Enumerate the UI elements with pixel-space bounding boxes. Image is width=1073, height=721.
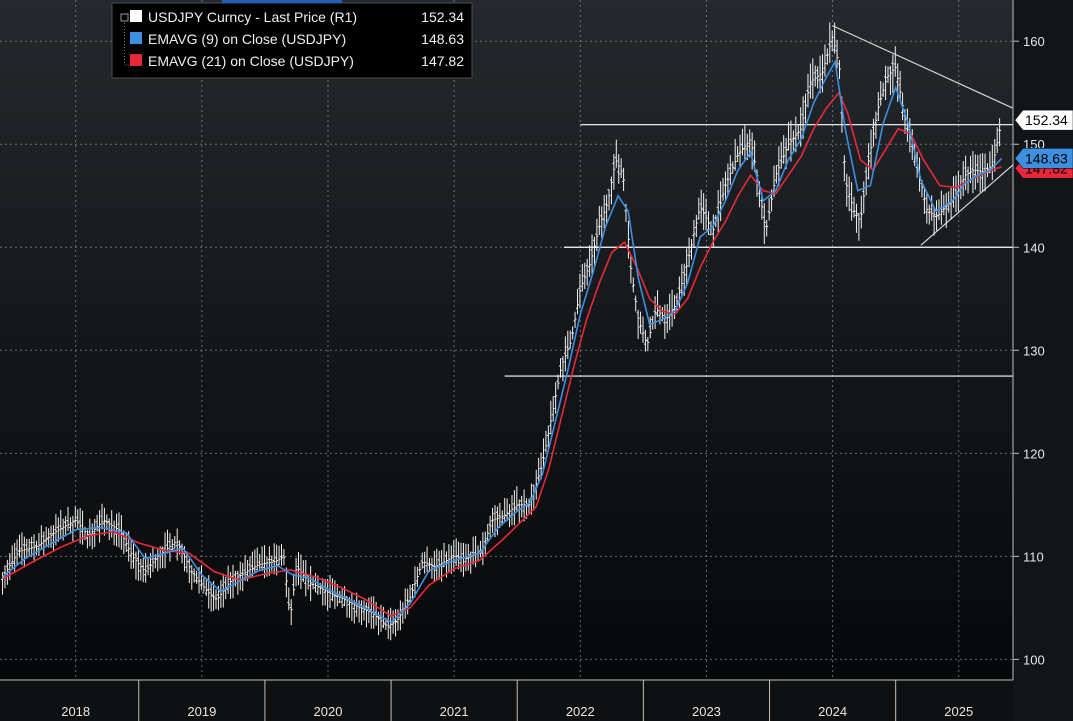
legend-label: EMAVG (9) on Close (USDJPY)	[148, 31, 346, 47]
x-tick-label: 2019	[187, 704, 216, 719]
legend-swatch	[130, 10, 142, 22]
legend-box	[111, 2, 473, 79]
price-bars	[1, 22, 1002, 641]
last-value-box	[1014, 148, 1073, 169]
level-lines-layer	[504, 25, 1014, 377]
x-tick-label: 2021	[440, 704, 469, 719]
legend-tree-connector	[124, 23, 130, 66]
x-tick-label: 2024	[818, 704, 847, 719]
ema21-line	[2, 91, 1002, 618]
legend-collapse-icon[interactable]	[120, 13, 129, 22]
legend-value: 148.63	[421, 31, 464, 47]
last-value-box	[1014, 109, 1073, 131]
legend-swatch	[130, 32, 142, 44]
trend-line	[832, 25, 1014, 109]
last-value-label: 152.34	[1025, 112, 1068, 128]
y-tick-label: 130	[1023, 343, 1045, 358]
series-layer	[1, 22, 1003, 641]
y-axis-panel	[1013, 0, 1073, 721]
legend-label: EMAVG (21) on Close (USDJPY)	[148, 53, 354, 69]
x-tick-label: 2025	[944, 704, 973, 719]
grid-layer	[0, 0, 1013, 680]
x-tick-label: 2022	[566, 704, 595, 719]
legend-label: USDJPY Curncy - Last Price (R1)	[148, 9, 357, 25]
trend-line	[920, 164, 1014, 246]
legend[interactable]: USDJPY Curncy - Last Price (R1) 152.34 EMA…	[111, 0, 473, 79]
last-value-callout: 148.63	[1014, 148, 1073, 169]
x-tick-label: 2018	[61, 704, 90, 719]
last-value-callout: 152.34	[1014, 109, 1073, 131]
y-tick-label: 160	[1023, 34, 1045, 49]
x-tick-label: 2023	[692, 704, 721, 719]
y-tick-label: 110	[1023, 549, 1044, 564]
x-axis-panel	[0, 680, 1013, 721]
x-tick-label: 2020	[314, 704, 343, 719]
last-value-label: 148.63	[1025, 150, 1068, 166]
y-tick-label: 100	[1023, 652, 1045, 667]
ema9-line	[1, 59, 1003, 624]
y-tick-label: 120	[1023, 446, 1045, 461]
legend-value: 147.82	[421, 53, 464, 69]
y-tick-label: 140	[1023, 240, 1045, 255]
legend-tab	[222, 0, 342, 3]
legend-swatch	[130, 54, 142, 66]
legend-value: 152.34	[421, 9, 464, 25]
